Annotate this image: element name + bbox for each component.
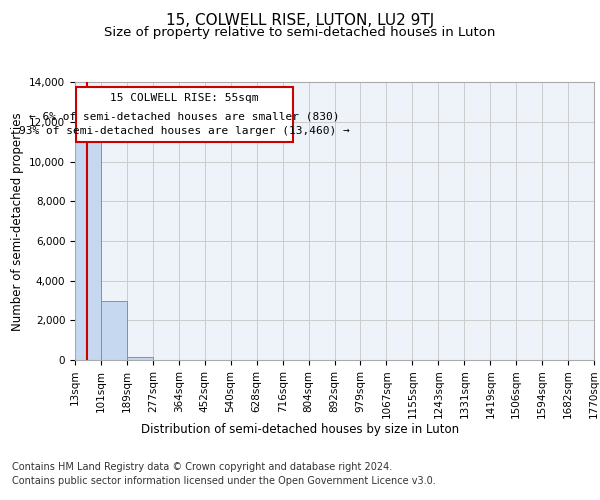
Bar [101, 300, 127, 360]
Text: ← 6% of semi-detached houses are smaller (830): ← 6% of semi-detached houses are smaller… [29, 111, 340, 121]
Text: Distribution of semi-detached houses by size in Luton: Distribution of semi-detached houses by … [141, 422, 459, 436]
Bar [127, 358, 153, 360]
Text: 15 COLWELL RISE: 55sqm: 15 COLWELL RISE: 55sqm [110, 93, 259, 103]
Text: Contains HM Land Registry data © Crown copyright and database right 2024.: Contains HM Land Registry data © Crown c… [12, 462, 392, 472]
Text: 93% of semi-detached houses are larger (13,460) →: 93% of semi-detached houses are larger (… [19, 126, 350, 136]
Text: Size of property relative to semi-detached houses in Luton: Size of property relative to semi-detach… [104, 26, 496, 39]
Y-axis label: Number of semi-detached properties: Number of semi-detached properties [11, 112, 23, 330]
Bar [76, 86, 293, 142]
Bar [75, 136, 101, 360]
Text: 15, COLWELL RISE, LUTON, LU2 9TJ: 15, COLWELL RISE, LUTON, LU2 9TJ [166, 12, 434, 28]
Text: Contains public sector information licensed under the Open Government Licence v3: Contains public sector information licen… [12, 476, 436, 486]
